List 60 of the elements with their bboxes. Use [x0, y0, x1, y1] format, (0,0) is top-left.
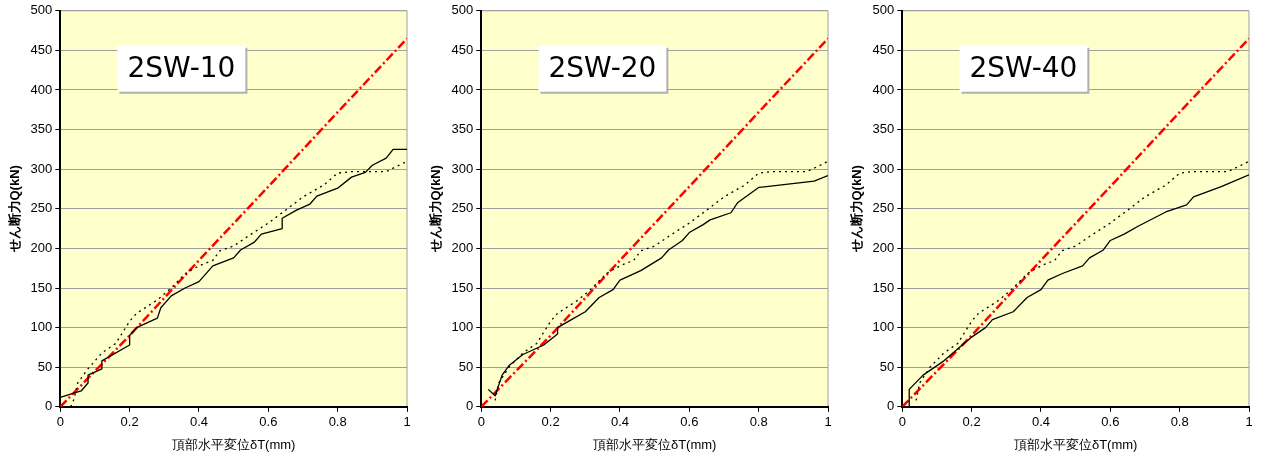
- y-tick-label: 500: [451, 2, 474, 18]
- x-tick-label: 0.4: [189, 414, 209, 430]
- y-tick-label: 0: [887, 398, 895, 414]
- x-tick-label: 0.8: [749, 414, 768, 430]
- y-tick-label: 250: [872, 200, 895, 216]
- y-tick-label: 500: [872, 2, 895, 18]
- y-tick-label: 400: [451, 81, 474, 97]
- x-tick-label: 1: [824, 414, 832, 430]
- y-tick-label: 400: [30, 81, 53, 97]
- y-tick-label: 200: [451, 239, 474, 255]
- x-axis-title: 頂部水平変位δT(mm): [171, 436, 296, 452]
- x-tick-label: 0.4: [1031, 414, 1051, 430]
- y-axis-title: せん断力Q(kN): [7, 165, 23, 254]
- x-tick-label: 0.6: [1101, 414, 1120, 430]
- y-axis-title: せん断力Q(kN): [428, 165, 444, 254]
- y-tick-label: 150: [872, 279, 895, 295]
- x-tick-label: 0: [898, 414, 906, 430]
- y-tick-label: 0: [45, 398, 53, 414]
- x-axis-title: 頂部水平変位δT(mm): [1013, 436, 1138, 452]
- y-tick-label: 150: [30, 279, 53, 295]
- y-tick-label: 350: [30, 121, 53, 137]
- y-tick-label: 50: [458, 358, 474, 374]
- y-tick-label: 400: [872, 81, 895, 97]
- y-tick-label: 500: [30, 2, 53, 18]
- x-tick-label: 0.2: [541, 414, 560, 430]
- y-tick-label: 200: [872, 239, 895, 255]
- text: 2SW-40: [969, 51, 1078, 85]
- text: 2SW-20: [548, 51, 657, 85]
- y-tick-label: 450: [872, 41, 895, 57]
- x-tick-label: 0.6: [259, 414, 278, 430]
- y-tick-label: 450: [30, 41, 53, 57]
- y-tick-label: 350: [451, 121, 474, 137]
- text: 2SW-10: [127, 51, 236, 85]
- y-tick-label: 200: [30, 239, 53, 255]
- y-tick-label: 300: [451, 160, 474, 176]
- y-tick-label: 150: [451, 279, 474, 295]
- x-tick-label: 1: [403, 414, 411, 430]
- y-tick-label: 50: [879, 358, 895, 374]
- y-tick-label: 100: [872, 319, 895, 335]
- x-tick-label: 0.2: [962, 414, 981, 430]
- y-tick-label: 450: [451, 41, 474, 57]
- y-tick-label: 100: [451, 319, 474, 335]
- x-tick-label: 0: [477, 414, 485, 430]
- x-axis-title: 頂部水平変位δT(mm): [592, 436, 717, 452]
- x-tick-label: 1: [1245, 414, 1253, 430]
- x-tick-label: 0.2: [120, 414, 139, 430]
- y-tick-label: 50: [37, 358, 53, 374]
- x-tick-label: 0.4: [610, 414, 630, 430]
- y-tick-label: 0: [466, 398, 474, 414]
- x-tick-label: 0.8: [1170, 414, 1189, 430]
- x-tick-label: 0.8: [328, 414, 347, 430]
- y-tick-label: 300: [30, 160, 53, 176]
- y-tick-label: 250: [30, 200, 53, 216]
- x-tick-label: 0: [56, 414, 64, 430]
- x-tick-label: 0.6: [680, 414, 699, 430]
- y-tick-label: 100: [30, 319, 53, 335]
- y-axis-title: せん断力Q(kN): [849, 165, 865, 254]
- y-tick-label: 300: [872, 160, 895, 176]
- y-tick-label: 250: [451, 200, 474, 216]
- y-tick-label: 350: [872, 121, 895, 137]
